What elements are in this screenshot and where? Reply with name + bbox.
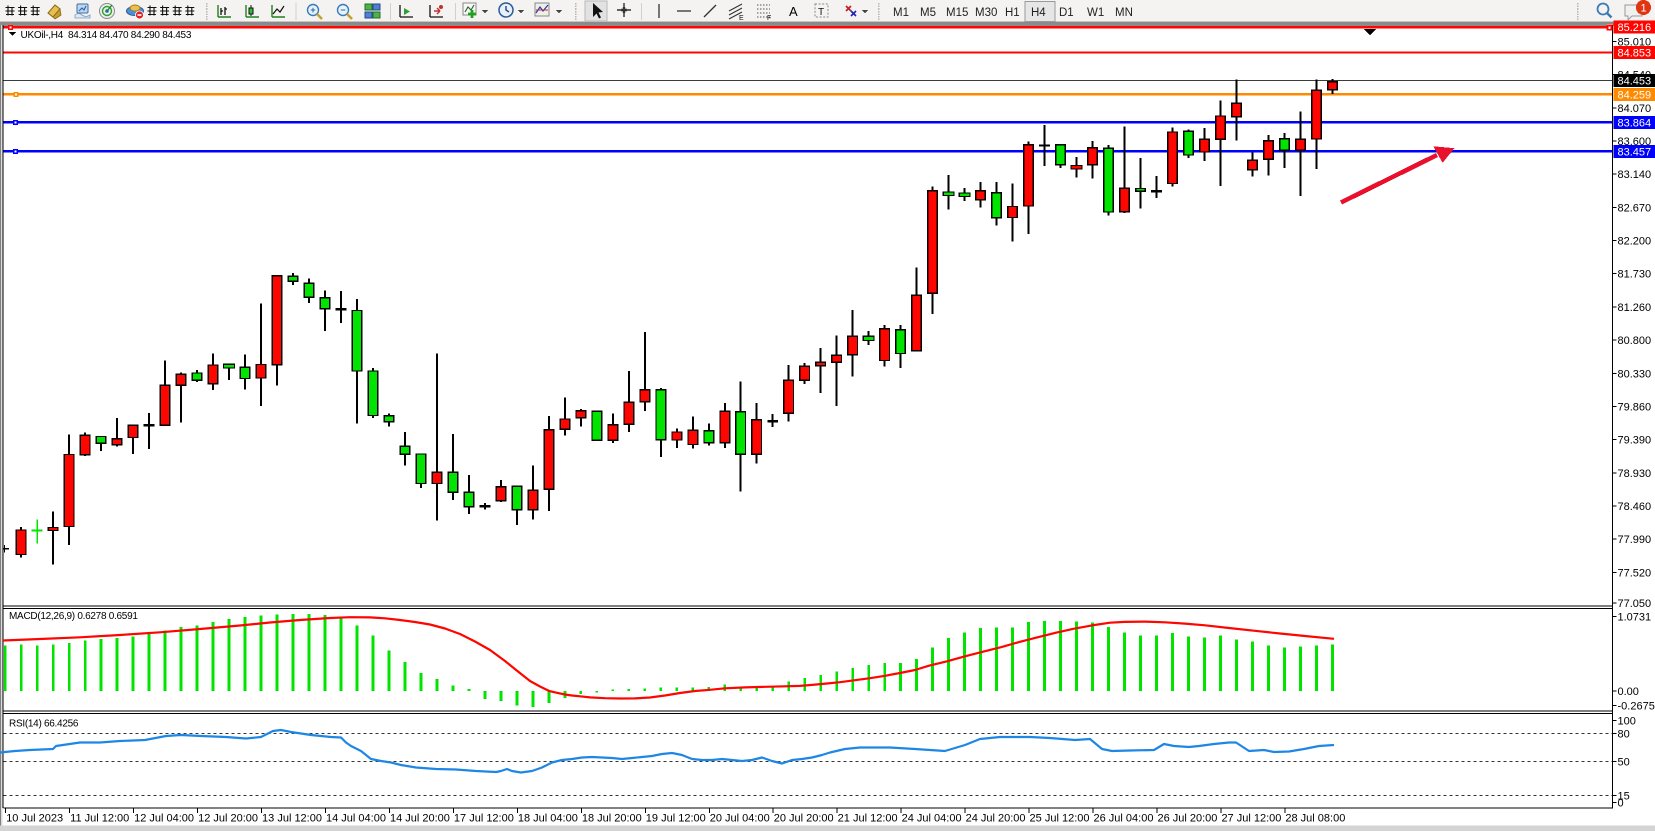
svg-text:20 Jul 04:00: 20 Jul 04:00 [710,813,770,825]
svg-text:W1: W1 [1087,7,1104,19]
svg-text:M15: M15 [946,7,968,19]
svg-text:79.390: 79.390 [1618,435,1652,447]
svg-text:10 Jul 2023: 10 Jul 2023 [6,813,63,825]
svg-text:15: 15 [1618,790,1630,802]
svg-text:0.00: 0.00 [1618,686,1639,698]
svg-text:20 Jul 20:00: 20 Jul 20:00 [774,813,834,825]
svg-text:12 Jul 04:00: 12 Jul 04:00 [134,813,194,825]
svg-text:21 Jul 12:00: 21 Jul 12:00 [838,813,898,825]
svg-text:84.453: 84.453 [1618,76,1652,88]
svg-text:F: F [767,15,771,22]
svg-text:78.460: 78.460 [1618,501,1652,513]
svg-text:M5: M5 [920,7,936,19]
svg-text:M1: M1 [893,7,909,19]
svg-text:A: A [789,4,798,19]
svg-text:81.730: 81.730 [1618,269,1652,281]
svg-text:H4: H4 [1031,7,1046,19]
svg-text:24 Jul 04:00: 24 Jul 04:00 [902,813,962,825]
svg-text:80: 80 [1618,728,1630,740]
svg-text:E: E [739,15,744,22]
svg-text:77.050: 77.050 [1618,598,1652,610]
svg-text:27 Jul 12:00: 27 Jul 12:00 [1221,813,1281,825]
svg-text:14 Jul 04:00: 14 Jul 04:00 [326,813,386,825]
svg-text:84.259: 84.259 [1618,89,1652,101]
svg-text:14 Jul 20:00: 14 Jul 20:00 [390,813,450,825]
svg-text:80.330: 80.330 [1618,368,1652,380]
svg-text:13 Jul 12:00: 13 Jul 12:00 [262,813,322,825]
svg-text:18 Jul 20:00: 18 Jul 20:00 [582,813,642,825]
svg-text:25 Jul 12:00: 25 Jul 12:00 [1030,813,1090,825]
svg-text:18 Jul 04:00: 18 Jul 04:00 [518,813,578,825]
svg-text:D1: D1 [1059,7,1074,19]
svg-text:MACD(12,26,9) 0.6278 0.6591: MACD(12,26,9) 0.6278 0.6591 [9,611,138,622]
svg-text:84.070: 84.070 [1618,103,1652,115]
svg-text:82.200: 82.200 [1618,236,1652,248]
svg-text:50: 50 [1618,757,1630,769]
svg-text:100: 100 [1618,715,1636,727]
svg-text:83.864: 83.864 [1618,117,1652,129]
svg-text:+: + [310,5,315,15]
svg-text:UKOil-,H4 84.314 84.470 84.29: UKOil-,H4 84.314 84.470 84.290 84.453 [21,30,192,41]
svg-text:26 Jul 20:00: 26 Jul 20:00 [1157,813,1217,825]
svg-text:83.457: 83.457 [1618,146,1652,158]
svg-text:11 Jul 12:00: 11 Jul 12:00 [70,813,129,825]
svg-text:T: T [818,7,824,18]
svg-text:RSI(14) 66.4256: RSI(14) 66.4256 [9,719,79,730]
svg-text:0: 0 [1618,797,1624,809]
svg-text:M30: M30 [975,7,997,19]
svg-text:17 Jul 12:00: 17 Jul 12:00 [454,813,514,825]
svg-text:1.0731: 1.0731 [1618,612,1652,624]
svg-text:81.260: 81.260 [1618,302,1652,314]
svg-text:28 Jul 08:00: 28 Jul 08:00 [1285,813,1345,825]
svg-text:83.140: 83.140 [1618,169,1652,181]
svg-text:1: 1 [1641,3,1647,15]
svg-text:77.990: 77.990 [1618,534,1652,546]
svg-text:H1: H1 [1005,7,1020,19]
svg-text:85.010: 85.010 [1618,36,1652,48]
svg-text:79.860: 79.860 [1618,402,1652,414]
svg-text:12 Jul 20:00: 12 Jul 20:00 [198,813,258,825]
svg-text:85.216: 85.216 [1618,22,1652,34]
svg-text:24 Jul 20:00: 24 Jul 20:00 [966,813,1026,825]
svg-text:82.670: 82.670 [1618,202,1652,214]
svg-text:77.520: 77.520 [1618,567,1652,579]
svg-text:−: − [340,5,345,15]
svg-text:MN: MN [1115,7,1133,19]
svg-text:19 Jul 12:00: 19 Jul 12:00 [646,813,706,825]
svg-text:80.800: 80.800 [1618,335,1652,347]
svg-text:78.930: 78.930 [1618,468,1652,480]
svg-text:26 Jul 04:00: 26 Jul 04:00 [1094,813,1154,825]
svg-text:-0.2675: -0.2675 [1618,700,1655,712]
svg-text:84.853: 84.853 [1618,48,1652,60]
